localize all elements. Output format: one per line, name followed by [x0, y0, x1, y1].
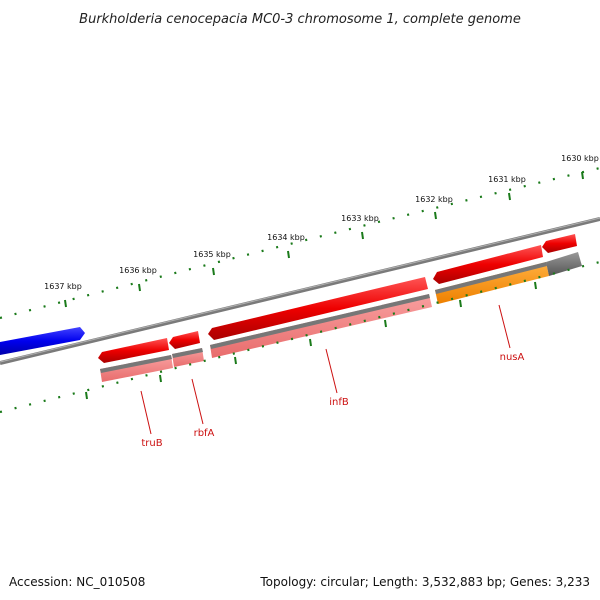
tick-label-1637: 1637 kbp: [44, 282, 82, 291]
inner-ruler: [0, 260, 600, 414]
tick-label-1635: 1635 kbp: [193, 250, 231, 259]
cds-rbfa: [169, 331, 200, 349]
cds-trub: [98, 338, 169, 363]
cds-nusa: [433, 245, 543, 284]
genome-summary-text: Topology: circular; Length: 3,532,883 bp…: [260, 575, 590, 589]
gene-label-infb: infB: [329, 397, 349, 408]
map-title: Burkholderia cenocepacia MC0-3 chromosom…: [79, 12, 521, 27]
tick-label-1633: 1633 kbp: [341, 214, 379, 223]
major-tick: [85, 281, 537, 400]
cds-infb: [208, 277, 428, 340]
outer-ruler: [0, 166, 600, 320]
major-tick: [64, 171, 584, 308]
gene-next: [546, 252, 582, 276]
gene-label-trub: truB: [141, 438, 162, 449]
genome-backbone: [0, 217, 600, 365]
cds-reverse-features: [98, 234, 577, 363]
tick-label-1634: 1634 kbp: [267, 233, 305, 242]
gene-label-nusa: nusA: [500, 352, 525, 363]
gene-track: [100, 252, 582, 382]
tick-label-1632: 1632 kbp: [415, 195, 453, 204]
tick-label-1631: 1631 kbp: [488, 175, 526, 184]
cds-next: [542, 234, 577, 253]
tick-labels: 1637 kbp 1636 kbp 1635 kbp 1634 kbp 1633…: [44, 154, 599, 291]
gene-label-rbfa: rbfA: [194, 428, 215, 439]
gene-labels: truB rbfA infB nusA: [141, 352, 524, 449]
gene-label-leaders: [140, 304, 511, 435]
accession-text: Accession: NC_010508: [9, 575, 146, 589]
cds-forward-feature: [0, 327, 85, 355]
tick-label-1630: 1630 kbp: [561, 154, 599, 163]
tick-label-1636: 1636 kbp: [119, 266, 157, 275]
